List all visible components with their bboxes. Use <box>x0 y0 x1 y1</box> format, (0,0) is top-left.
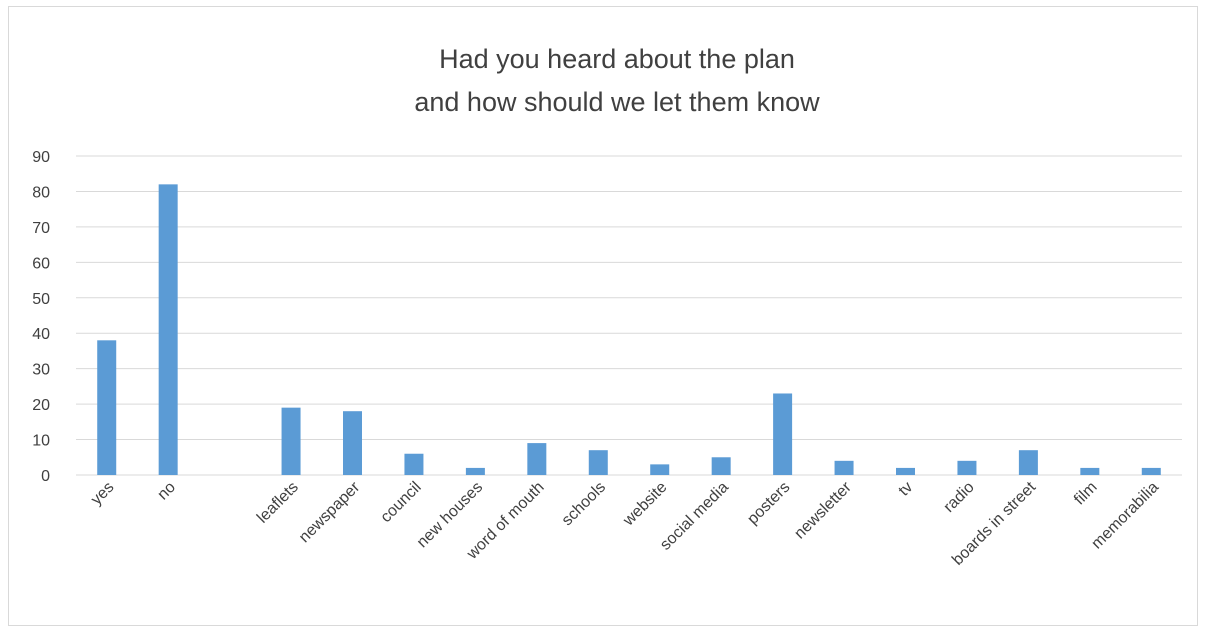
y-tick-label: 0 <box>41 468 50 485</box>
chart-title: Had you heard about the plan and how sho… <box>414 44 820 117</box>
bar <box>834 460 854 475</box>
bar <box>588 450 608 475</box>
bar <box>896 467 915 475</box>
bar <box>404 453 424 475</box>
x-category-label: yes <box>88 479 118 509</box>
y-tick-label: 30 <box>32 362 50 379</box>
x-category-label: posters <box>744 479 793 528</box>
chart-title-line-1: Had you heard about the plan <box>439 44 795 74</box>
y-tick-label: 10 <box>32 433 50 450</box>
bar <box>465 467 485 475</box>
bars <box>97 184 1161 475</box>
x-category-label: newspaper <box>296 478 364 546</box>
bar <box>957 460 977 475</box>
x-category-label: leaflets <box>254 479 302 527</box>
y-tick-label: 80 <box>32 184 50 201</box>
chart-title-line-2: and how should we let them know <box>414 87 820 117</box>
bar <box>711 457 731 475</box>
chart-area <box>8 6 1198 626</box>
bar <box>158 184 178 475</box>
x-category-label: radio <box>941 479 978 516</box>
bar <box>527 443 547 475</box>
x-category-label: council <box>378 479 425 526</box>
x-category-label: schools <box>559 479 609 529</box>
y-axis-tick-labels: 0 10 20 30 40 50 60 70 80 90 <box>32 149 50 485</box>
y-tick-label: 50 <box>32 291 50 308</box>
bar <box>773 393 793 475</box>
x-category-label: film <box>1071 479 1101 509</box>
bar <box>97 340 117 475</box>
x-category-label: website <box>619 479 670 530</box>
x-category-label: tv <box>896 479 917 500</box>
y-tick-label: 20 <box>32 397 50 414</box>
x-category-label: newsletter <box>791 478 855 542</box>
y-tick-label: 90 <box>32 149 50 166</box>
bar <box>343 411 362 475</box>
x-category-label: no <box>154 479 179 504</box>
y-tick-label: 70 <box>32 220 50 237</box>
bar <box>1018 450 1038 475</box>
bar <box>1080 467 1100 475</box>
bar <box>281 407 301 475</box>
bar <box>650 464 670 475</box>
y-tick-label: 40 <box>32 326 50 343</box>
bar <box>1141 467 1161 475</box>
gridlines <box>76 155 1182 476</box>
y-tick-label: 60 <box>32 255 50 272</box>
